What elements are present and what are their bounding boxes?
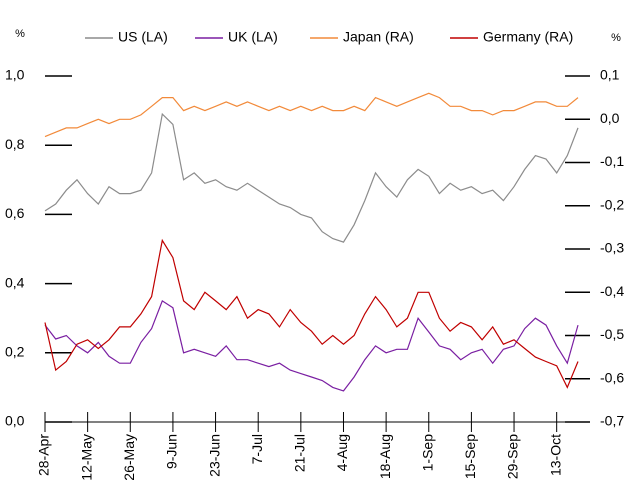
x-tick-label: 4-Aug	[334, 434, 350, 471]
y2-tick-label: -0,5	[600, 326, 624, 342]
legend-label: US (LA)	[118, 29, 168, 45]
x-tick-label: 12-May	[78, 434, 94, 481]
y2-tick-label: -0,4	[600, 283, 624, 299]
x-tick-label: 23-Jun	[206, 434, 222, 477]
x-tick-label: 9-Jun	[164, 434, 180, 469]
x-tick-label: 1-Sep	[419, 434, 435, 472]
y2-tick-label: 0,0	[600, 110, 620, 126]
y2-tick-label: 0,1	[600, 67, 620, 83]
y2-tick-label: -0,6	[600, 369, 624, 385]
series-line	[44, 92, 579, 138]
x-tick-label: 21-Jul	[292, 434, 308, 472]
legend-label: Japan (RA)	[343, 29, 414, 45]
x-tick-label: 29-Sep	[505, 434, 521, 479]
x-tick-label: 13-Oct	[547, 434, 563, 476]
series-line	[44, 238, 579, 389]
legend-label: UK (LA)	[228, 29, 278, 45]
y2-axis-label: %	[611, 32, 621, 44]
y-tick-label: 0,4	[5, 274, 25, 290]
y-tick-label: 0,6	[5, 205, 25, 221]
x-tick-label: 28-Apr	[36, 434, 52, 476]
x-tick-label: 18-Aug	[377, 434, 393, 479]
series-line	[44, 112, 579, 243]
y2-tick-label: -0,2	[600, 196, 624, 212]
y-tick-label: 1,0	[5, 67, 25, 83]
y-tick-label: 0,8	[5, 136, 25, 152]
y2-tick-label: -0,3	[600, 240, 624, 256]
y-axis-label: %	[15, 28, 25, 40]
legend-label: Germany (RA)	[483, 29, 573, 45]
y-tick-label: 0,0	[5, 413, 25, 429]
y2-tick-label: -0,7	[600, 413, 624, 429]
series-line	[44, 299, 579, 392]
y2-tick-label: -0,1	[600, 153, 624, 169]
x-tick-label: 7-Jul	[249, 434, 265, 464]
x-tick-label: 15-Sep	[462, 434, 478, 479]
y-tick-label: 0,2	[5, 344, 25, 360]
x-tick-label: 26-May	[121, 434, 137, 481]
